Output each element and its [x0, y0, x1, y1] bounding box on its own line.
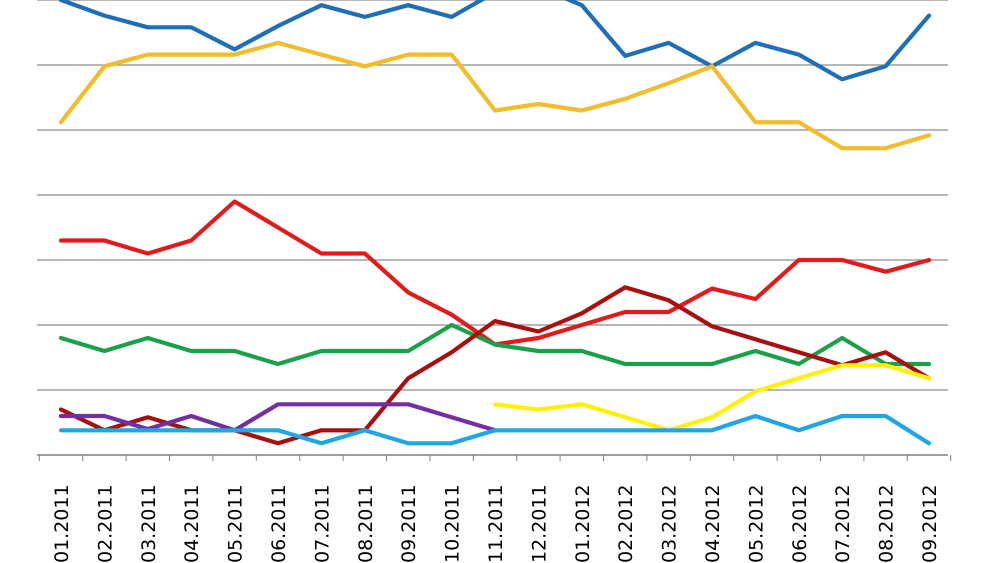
series-line-8	[58, 413, 932, 446]
x-tick-label: 01.2012	[572, 484, 594, 563]
x-tick-label: 04.2011	[181, 484, 203, 563]
x-tick-label: 12.2011	[528, 484, 550, 563]
x-tick-label: 11.2011	[485, 484, 507, 563]
series-line-1	[58, 0, 932, 82]
x-tick-label: 07.2012	[832, 484, 854, 563]
x-tick-label: 03.2012	[659, 484, 681, 563]
x-tick-label: 04.2012	[702, 484, 724, 563]
series-line-7	[492, 363, 932, 433]
x-tick-label: 05.2011	[225, 484, 247, 563]
x-tick-label: 02.2012	[615, 484, 637, 563]
x-tick-label: 09.2011	[398, 484, 420, 563]
series-line-6	[58, 402, 498, 433]
x-tick-label: 02.2011	[94, 484, 116, 563]
x-tick-label: 03.2011	[138, 484, 160, 563]
x-tick-label: 08.2011	[355, 484, 377, 563]
gridlines	[37, 0, 952, 461]
x-tick-label: 05.2012	[745, 484, 767, 563]
x-tick-label: 10.2011	[442, 484, 464, 563]
x-tick-label: 01.2011	[51, 484, 73, 563]
x-tick-label: 09.2012	[919, 484, 941, 563]
x-tick-label: 08.2012	[876, 484, 898, 563]
x-tick-label: 06.2012	[789, 484, 811, 563]
x-tick-label: 06.2011	[268, 484, 290, 563]
x-tick-label: 07.2011	[311, 484, 333, 563]
series-line-2	[58, 40, 932, 151]
series-line-4	[58, 322, 932, 367]
x-axis-tick-labels: 01.2011 02.2011 03.2011 04.2011 05.2011 06.20…	[51, 484, 941, 563]
series-lines	[58, 0, 932, 446]
